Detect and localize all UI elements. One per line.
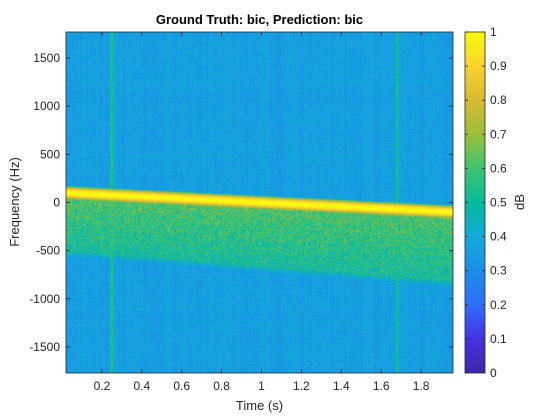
chart-title: Ground Truth: bic, Prediction: bic (156, 12, 363, 27)
colorbar-ticks: 0 0.1 0.2 0.3 0.4 0.5 0.6 0.7 0.8 0.9 1 (465, 25, 507, 380)
y-tick-label: -1000 (29, 292, 60, 306)
colorbar-tick-label: 0.8 (490, 93, 507, 107)
colorbar-tick-label: 1 (490, 25, 497, 39)
x-tick-label: 0.6 (173, 379, 190, 393)
x-tick-label: 0.8 (213, 379, 230, 393)
y-tick-label: 1500 (33, 51, 60, 65)
spectrogram-image (66, 32, 453, 373)
x-axis-ticks: 0.2 0.4 0.6 0.8 1 1.2 1.4 1.6 1.8 (94, 32, 430, 393)
colorbar-label: dB (512, 194, 527, 210)
y-tick-label: -500 (36, 244, 60, 258)
x-tick-label: 0.2 (94, 379, 111, 393)
colorbar-tick-label: 0.3 (490, 264, 507, 278)
y-tick-label: 0 (53, 196, 60, 210)
colorbar-tick-label: 0.5 (490, 196, 507, 210)
x-axis-label: Time (s) (236, 398, 283, 413)
colorbar-tick-label: 0 (490, 366, 497, 380)
y-tick-label: -1500 (29, 340, 60, 354)
x-tick-label: 1 (258, 379, 265, 393)
colorbar-tick-label: 0.1 (490, 332, 507, 346)
x-tick-label: 1.6 (373, 379, 390, 393)
y-tick-label: 500 (40, 147, 60, 161)
colorbar-tick-label: 0.2 (490, 298, 507, 312)
x-tick-label: 0.4 (133, 379, 150, 393)
x-tick-label: 1.4 (333, 379, 350, 393)
colorbar-tick-label: 0.6 (490, 161, 507, 175)
colorbar-tick-label: 0.9 (490, 59, 507, 73)
x-tick-label: 1.2 (293, 379, 310, 393)
y-axis-label: Frequency (Hz) (7, 157, 22, 247)
y-axis-ticks: -1500 -1000 -500 0 500 1000 1500 (29, 51, 453, 354)
y-tick-label: 1000 (33, 99, 60, 113)
heatmap-area (66, 32, 453, 373)
colorbar-tick-label: 0.4 (490, 230, 507, 244)
x-tick-label: 1.8 (413, 379, 430, 393)
colorbar-tick-label: 0.7 (490, 127, 507, 141)
